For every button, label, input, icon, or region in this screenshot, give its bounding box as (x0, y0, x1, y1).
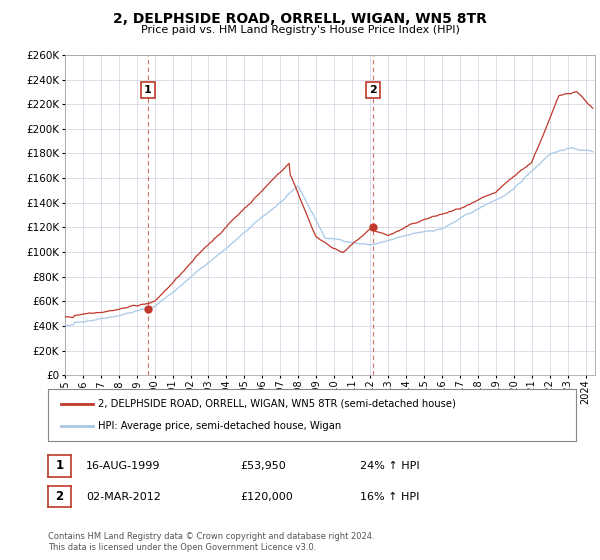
Text: HPI: Average price, semi-detached house, Wigan: HPI: Average price, semi-detached house,… (98, 421, 341, 431)
Text: This data is licensed under the Open Government Licence v3.0.: This data is licensed under the Open Gov… (48, 543, 316, 552)
Text: 02-MAR-2012: 02-MAR-2012 (86, 492, 161, 502)
Text: Price paid vs. HM Land Registry's House Price Index (HPI): Price paid vs. HM Land Registry's House … (140, 25, 460, 35)
Text: 16% ↑ HPI: 16% ↑ HPI (360, 492, 419, 502)
Text: Contains HM Land Registry data © Crown copyright and database right 2024.: Contains HM Land Registry data © Crown c… (48, 532, 374, 541)
Text: £53,950: £53,950 (240, 461, 286, 471)
Text: 2, DELPHSIDE ROAD, ORRELL, WIGAN, WN5 8TR (semi-detached house): 2, DELPHSIDE ROAD, ORRELL, WIGAN, WN5 8T… (98, 399, 456, 409)
Text: 2: 2 (55, 490, 64, 503)
Text: 1: 1 (55, 459, 64, 473)
Text: £120,000: £120,000 (240, 492, 293, 502)
Text: 1: 1 (144, 85, 152, 95)
Text: 2: 2 (369, 85, 377, 95)
Text: 16-AUG-1999: 16-AUG-1999 (86, 461, 160, 471)
Text: 2, DELPHSIDE ROAD, ORRELL, WIGAN, WN5 8TR: 2, DELPHSIDE ROAD, ORRELL, WIGAN, WN5 8T… (113, 12, 487, 26)
Text: 24% ↑ HPI: 24% ↑ HPI (360, 461, 419, 471)
